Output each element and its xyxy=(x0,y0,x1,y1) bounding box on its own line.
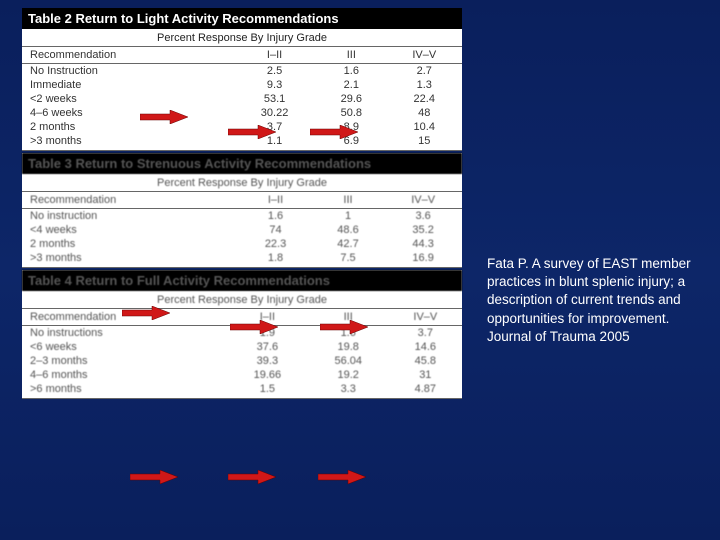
table-3-data: Recommendation I–II III IV–V No instruct… xyxy=(22,191,462,268)
table-3: Table 3 Return to Strenuous Activity Rec… xyxy=(22,153,462,268)
col-header: III xyxy=(308,309,389,326)
table-2-title: Table 2 Return to Light Activity Recomme… xyxy=(22,8,462,29)
col-header: Recommendation xyxy=(22,47,233,64)
col-header: I–II xyxy=(239,192,311,209)
table-4-title: Table 4 Return to Full Activity Recommen… xyxy=(22,270,462,291)
tables-container: Table 2 Return to Light Activity Recomme… xyxy=(22,8,462,401)
table-2-data: Recommendation I–II III IV–V No Instruct… xyxy=(22,46,462,151)
col-header: I–II xyxy=(227,309,308,326)
table-3-subtitle: Percent Response By Injury Grade xyxy=(22,174,462,191)
col-header: I–II xyxy=(233,47,316,64)
col-header: Recommendation xyxy=(22,309,227,326)
col-header: IV–V xyxy=(384,192,462,209)
col-header: Recommendation xyxy=(22,192,239,209)
table-4-subtitle: Percent Response By Injury Grade xyxy=(22,291,462,308)
table-4: Table 4 Return to Full Activity Recommen… xyxy=(22,270,462,399)
citation-text: Fata P. A survey of EAST member practice… xyxy=(487,255,692,346)
highlight-arrow-icon xyxy=(318,470,366,484)
col-header: IV–V xyxy=(389,309,462,326)
col-header: IV–V xyxy=(387,47,463,64)
highlight-arrow-icon xyxy=(130,470,178,484)
table-4-data: Recommendation I–II III IV–V No instruct… xyxy=(22,308,462,399)
table-2: Table 2 Return to Light Activity Recomme… xyxy=(22,8,462,151)
table-3-title: Table 3 Return to Strenuous Activity Rec… xyxy=(22,153,462,174)
highlight-arrow-icon xyxy=(228,470,276,484)
col-header: III xyxy=(316,47,386,64)
table-2-subtitle: Percent Response By Injury Grade xyxy=(22,29,462,46)
col-header: III xyxy=(312,192,384,209)
